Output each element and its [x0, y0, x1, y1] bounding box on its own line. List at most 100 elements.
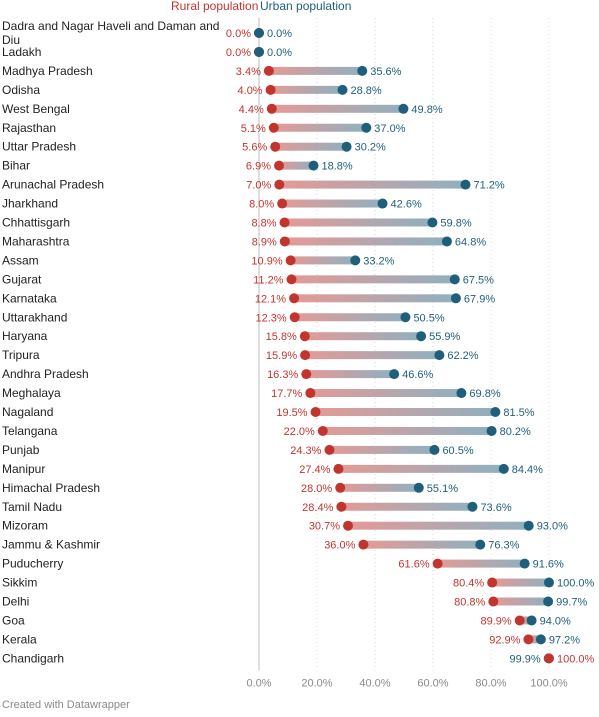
chart-row: Tamil Nadu 28.4% 73.6% — [2, 500, 512, 514]
urban-value-label: 0.0% — [267, 47, 292, 59]
chart-row: Dadra and Nagar Haveli and Daman and Diu 0… — [2, 19, 292, 47]
range-bar — [341, 502, 473, 511]
urban-dot — [544, 577, 554, 588]
rural-value-label: 8.9% — [252, 236, 277, 248]
row-label: Andhra Pradesh — [2, 367, 89, 381]
chart-row: Telangana 22.0% 80.2% — [2, 424, 531, 438]
rural-value-label: 22.0% — [284, 426, 315, 438]
range-bar — [528, 635, 541, 644]
legend: Rural population Urban population — [171, 0, 351, 13]
rural-value-label: 12.1% — [255, 293, 286, 305]
range-bar — [275, 142, 347, 151]
rural-dot — [310, 407, 321, 417]
range-bar — [304, 332, 422, 341]
row-label: Uttarakhand — [2, 310, 67, 324]
chart-row: Sikkim 80.4% 100.0% — [2, 576, 595, 590]
chart-row: Gujarat 11.2% 67.5% — [2, 272, 494, 286]
chart-row: Kerala 92.9% 97.2% — [2, 632, 580, 646]
chart-row: Uttarakhand 12.3% 50.5% — [2, 310, 445, 324]
range-bar — [363, 540, 481, 549]
range-bar — [284, 218, 433, 227]
urban-dot — [413, 482, 424, 493]
rural-dot — [285, 255, 296, 266]
chart-row: Bihar 6.9% 18.8% — [2, 159, 353, 173]
row-label-line: Diu — [2, 33, 20, 47]
urban-dot — [434, 350, 445, 361]
chart-row: Delhi 80.8% 99.7% — [2, 595, 588, 609]
chart-row: Nagaland 19.5% 81.5% — [2, 405, 535, 419]
rural-value-label: 7.0% — [246, 180, 271, 192]
urban-dot — [490, 407, 501, 417]
x-tick-label: 0.0% — [246, 677, 271, 689]
rural-dot — [336, 501, 347, 512]
row-label: Bihar — [2, 159, 30, 173]
chart-row: Odisha 4.0% 28.8% — [2, 83, 382, 97]
row-label: Tamil Nadu — [2, 500, 62, 514]
chart-row: Puducherry 61.6% 91.6% — [2, 557, 564, 571]
row-label: Chandigarh — [2, 651, 64, 665]
rural-value-label: 89.9% — [481, 615, 512, 627]
rural-value-label: 80.8% — [454, 597, 485, 609]
urban-dot — [523, 520, 534, 531]
chart-row: Mizoram 30.7% 93.0% — [2, 519, 568, 533]
row-label: Chhattisgarh — [2, 216, 70, 230]
chart-row: Andhra Pradesh 16.3% 46.6% — [2, 367, 434, 381]
range-bar — [273, 123, 367, 132]
urban-dot — [400, 312, 411, 323]
row-label: Punjab — [2, 443, 40, 457]
chart-row: Ladakh 0.0% 0.0% — [2, 45, 292, 59]
gridlines — [258, 18, 550, 671]
chart-row: Karnataka 12.1% 67.9% — [2, 291, 495, 305]
rural-dot — [305, 388, 316, 399]
range-bar — [492, 578, 549, 587]
row-label: Jammu & Kashmir — [2, 538, 100, 552]
chart-row: Himachal Pradesh 28.0% 55.1% — [2, 481, 458, 495]
rural-value-label: 11.2% — [253, 274, 284, 286]
row-label: Haryana — [2, 329, 48, 343]
rural-value-label: 15.9% — [266, 350, 297, 362]
rural-dot — [324, 444, 335, 455]
rural-value-label: 8.0% — [249, 199, 274, 211]
rural-dot — [266, 103, 277, 114]
rural-dot — [274, 160, 285, 171]
rural-value-label: 4.4% — [239, 104, 264, 116]
rural-dot — [268, 122, 279, 133]
urban-dot — [254, 46, 264, 57]
urban-value-label: 35.6% — [370, 66, 401, 78]
urban-dot — [398, 103, 409, 114]
urban-value-label: 28.8% — [351, 85, 382, 97]
row-label: West Bengal — [2, 102, 70, 116]
rural-dot — [270, 141, 281, 152]
urban-value-label: 64.8% — [455, 236, 486, 248]
urban-value-label: 33.2% — [363, 255, 394, 267]
rural-dot — [265, 84, 276, 95]
urban-value-label: 37.0% — [374, 123, 405, 135]
rural-dot — [544, 653, 554, 664]
chart-row: Arunachal Pradesh 7.0% 71.2% — [2, 178, 505, 192]
rural-dot — [289, 312, 300, 323]
row-label: Uttar Pradesh — [2, 140, 76, 154]
legend-urban: Urban population — [260, 0, 351, 13]
rural-value-label: 17.7% — [271, 388, 302, 400]
urban-dot — [450, 293, 461, 304]
rural-value-label: 12.3% — [255, 312, 286, 324]
row-label-line: Dadra and Nagar Haveli and Daman and — [2, 19, 219, 33]
urban-value-label: 73.6% — [480, 502, 511, 514]
rural-value-label: 36.0% — [324, 540, 355, 552]
rural-dot — [317, 425, 328, 436]
range-bar — [322, 426, 492, 435]
urban-value-label: 50.5% — [413, 312, 444, 324]
row-label: Kerala — [2, 632, 37, 646]
range-bar — [291, 275, 455, 284]
row-label: Puducherry — [2, 557, 63, 571]
rural-value-label: 15.8% — [266, 331, 297, 343]
range-bar — [279, 180, 466, 189]
urban-dot — [535, 634, 546, 645]
urban-dot — [337, 84, 348, 95]
urban-value-label: 0.0% — [267, 28, 292, 40]
rural-dot — [299, 331, 310, 342]
rural-value-label: 10.9% — [251, 255, 282, 267]
urban-value-label: 84.4% — [512, 464, 543, 476]
range-bar — [294, 294, 456, 303]
